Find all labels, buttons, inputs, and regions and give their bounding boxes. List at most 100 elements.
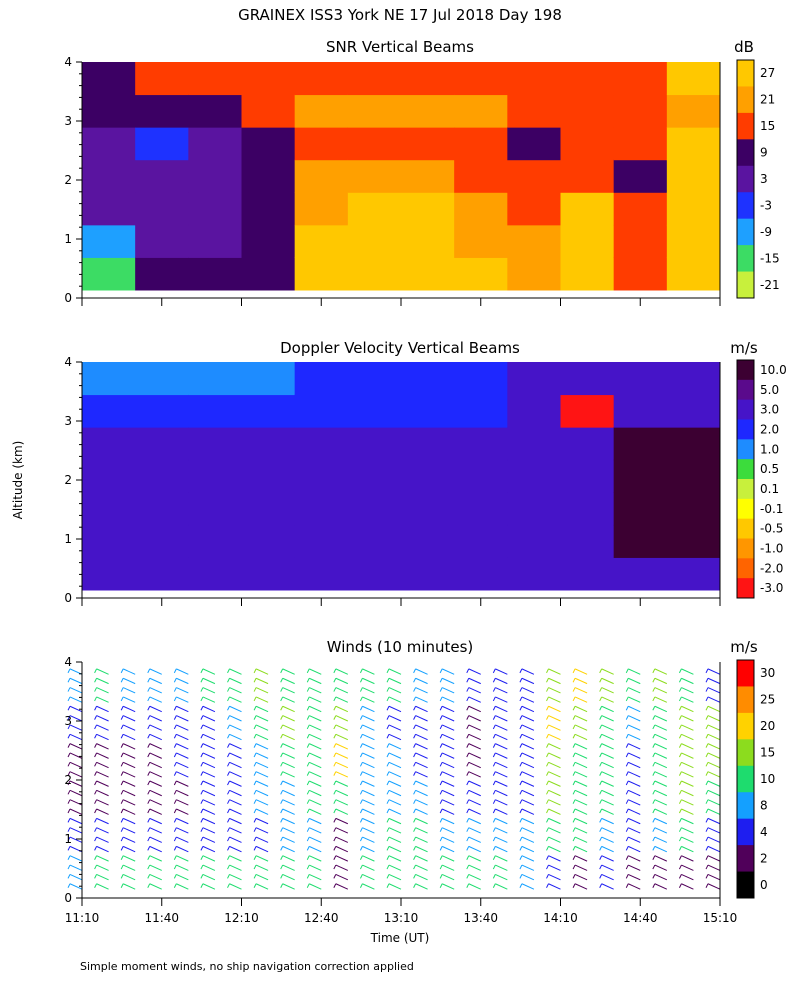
wind-barb-flag	[705, 668, 709, 674]
wind-barb	[468, 771, 481, 778]
wind-barb	[415, 696, 428, 703]
wind-barb	[229, 855, 242, 862]
wind-barb-flag	[678, 846, 682, 851]
wind-barb	[415, 780, 428, 787]
wind-barb	[495, 789, 508, 797]
wind-barb	[149, 845, 162, 853]
wind-barb-flag	[306, 836, 310, 842]
wind-barb-flag	[466, 706, 470, 711]
wind-barb	[707, 817, 721, 825]
wind-barb-flag	[94, 771, 98, 776]
heatmap-cell	[347, 94, 402, 128]
wind-barb	[335, 817, 349, 825]
wind-barb-flag	[599, 696, 603, 702]
wind-barb	[255, 808, 269, 815]
y-tick-label: 1	[64, 232, 72, 246]
heatmap-cell	[135, 159, 189, 193]
wind-barb-flag	[333, 836, 337, 842]
wind-barb	[601, 817, 614, 825]
wind-barb-flag	[599, 734, 603, 739]
wind-barb-flag	[227, 864, 230, 870]
wind-barb-flag	[492, 752, 496, 758]
wind-barb	[229, 705, 242, 713]
wind-barb-flag	[386, 706, 390, 711]
heatmap-cell	[666, 94, 721, 128]
wind-barb	[468, 677, 481, 685]
wind-barb	[229, 808, 242, 815]
wind-barb	[309, 668, 322, 675]
wind-barb	[96, 883, 109, 890]
wind-barb-flag	[413, 883, 417, 888]
wind-barb	[521, 733, 535, 741]
wind-barb	[96, 864, 109, 871]
wind-barb-flag	[227, 715, 230, 720]
x-tick-label: 12:10	[224, 911, 259, 925]
colorbar-frame	[736, 659, 755, 899]
wind-barb-flag	[492, 696, 496, 702]
heatmap-cell	[454, 192, 508, 226]
wind-barb	[601, 752, 614, 759]
wind-barb-flag	[625, 790, 629, 795]
heatmap-cell	[401, 257, 455, 291]
wind-barb	[574, 687, 588, 694]
wind-barb	[282, 864, 295, 871]
wind-barb	[574, 668, 588, 675]
wind-barb	[415, 845, 428, 853]
wind-barb-flag	[439, 808, 443, 814]
heatmap-cell	[294, 94, 349, 128]
heatmap-cell	[507, 127, 561, 161]
wind-barb-flag	[652, 734, 656, 739]
wind-barb	[441, 883, 455, 890]
wind-barb-flag	[227, 771, 230, 776]
wind-barb-flag	[280, 734, 284, 739]
wind-barb-flag	[200, 678, 204, 683]
wind-barb-flag	[306, 762, 310, 767]
wind-barb-flag	[386, 715, 390, 720]
wind-barb	[69, 761, 83, 769]
wind-barb	[468, 733, 481, 741]
wind-barb-flag	[333, 715, 337, 720]
wind-barb	[229, 780, 242, 787]
wind-barb-flag	[227, 846, 230, 851]
wind-barb-flag	[466, 818, 470, 823]
snr-colorbar: 27 21 15 9 3 -3 -9 -15 -21	[736, 59, 780, 299]
x-tick-label: 15:10	[703, 911, 738, 925]
wind-barb	[362, 761, 375, 769]
wind-barb	[441, 724, 455, 731]
wind-barb	[335, 864, 349, 871]
heatmap-cell	[294, 427, 402, 461]
heatmap-cell	[241, 62, 296, 96]
wind-barb	[707, 836, 721, 843]
wind-barb-flag	[572, 668, 576, 674]
wind-barb-flag	[439, 668, 443, 674]
wind-barb	[335, 743, 349, 750]
heatmap-cell	[666, 159, 721, 193]
heatmap-cell	[135, 257, 189, 291]
colorbar-label: 9	[760, 146, 768, 160]
wind-barb-flag	[359, 668, 363, 674]
wind-barb	[707, 883, 721, 890]
y-tick-label: 2	[64, 473, 72, 487]
wind-barb	[415, 855, 428, 862]
wind-barb	[654, 855, 668, 862]
wind-barb	[202, 743, 216, 750]
wind-barb	[96, 724, 109, 731]
snr-panel: SNR Vertical Beams 0 1 2 3 4 dB 27 21 15 9 3 -3 -9…	[64, 38, 780, 306]
heatmap-cell	[135, 62, 189, 96]
wind-barb-flag	[67, 743, 71, 748]
heatmap-cell	[294, 62, 349, 96]
wind-barb-flag	[173, 827, 177, 832]
wind-barb	[468, 799, 481, 806]
wind-barb-flag	[599, 864, 603, 870]
heatmap-cell	[294, 192, 349, 226]
wind-barb	[548, 808, 561, 815]
wind-barb-flag	[705, 780, 709, 786]
wind-barb-flag	[253, 790, 257, 795]
wind-barb	[521, 864, 535, 871]
wind-barb-flag	[200, 818, 204, 823]
heatmap-cell	[613, 557, 721, 591]
wind-barb	[415, 883, 428, 890]
wind-barb-flag	[253, 855, 257, 860]
wind-barb-flag	[519, 827, 523, 832]
colorbar-label: 10	[760, 772, 775, 786]
